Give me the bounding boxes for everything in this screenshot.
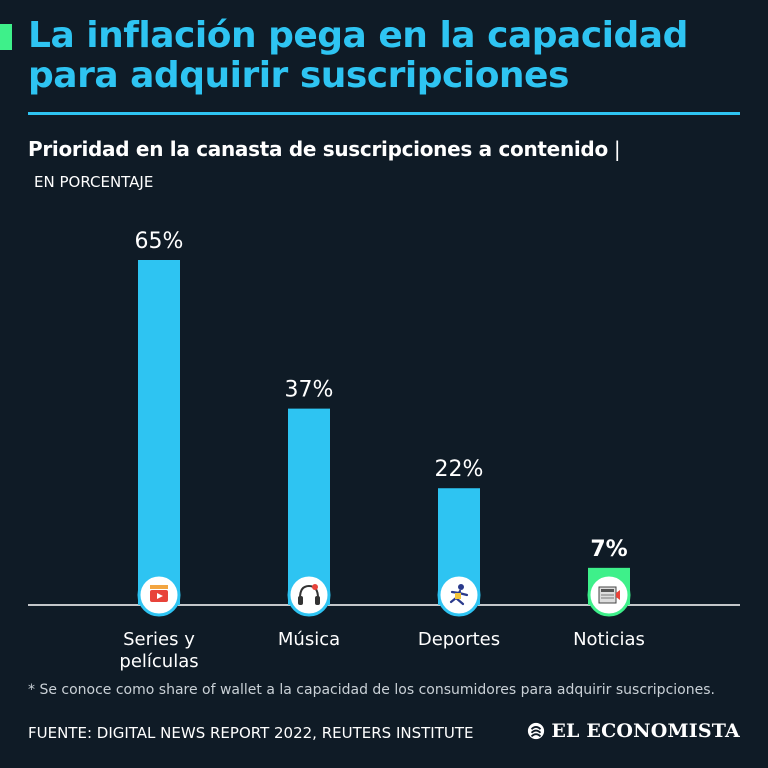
category-label-2: Música (278, 629, 340, 650)
bar-2 (288, 408, 330, 605)
footnote: * Se conoce como share of wallet a la ca… (28, 682, 715, 698)
clapperboard-icon (137, 573, 181, 617)
value-label-4: 7% (590, 537, 627, 562)
runner-icon (437, 573, 481, 617)
category-label-4: Noticias (573, 629, 645, 650)
title-divider (28, 112, 740, 115)
brand-name: EL ECONOMISTA (551, 720, 740, 742)
value-label-1: 65% (135, 229, 184, 254)
category-label-3: Deportes (418, 629, 500, 650)
chart-subtitle: Prioridad en la canasta de suscripciones… (28, 137, 621, 161)
subtitle-separator: | (613, 137, 621, 161)
value-label-2: 37% (285, 378, 334, 403)
subtitle-text: Prioridad en la canasta de suscripciones… (28, 137, 608, 161)
unit-label: EN PORCENTAJE (34, 173, 154, 191)
newspaper-icon (587, 573, 631, 617)
source-note: FUENTE: DIGITAL NEWS REPORT 2022, REUTER… (28, 724, 474, 742)
value-label-3: 22% (435, 457, 484, 482)
bar-1 (138, 260, 180, 605)
category-label-1-line-2: películas (119, 651, 198, 672)
accent-bar (0, 24, 12, 50)
page-title: La inflación pega en la capacidad para a… (28, 15, 688, 96)
category-label-1-line-1: Series y (123, 629, 195, 650)
brand-logo-icon (528, 722, 545, 740)
brand-logo: EL ECONOMISTA (527, 720, 740, 742)
headphones-icon (287, 573, 331, 617)
